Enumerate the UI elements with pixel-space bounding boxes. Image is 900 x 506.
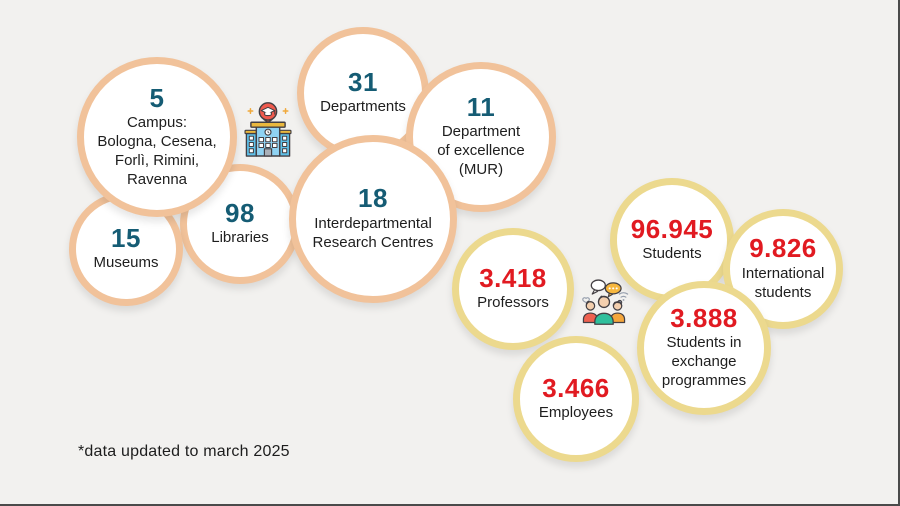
stat-label: Students (642, 245, 702, 263)
stat-value: 98 (225, 197, 255, 228)
stat-value: 3.466 (542, 372, 610, 403)
stat-value: 31 (348, 66, 378, 97)
stat-label: Interdepartmental Research Centres (312, 214, 434, 251)
students-group-icon (576, 277, 632, 333)
university-building-icon (241, 99, 295, 159)
stat-label: Employees (538, 404, 614, 422)
stat-value: 3.418 (479, 262, 547, 293)
stat-value: 15 (111, 222, 141, 253)
data-updated-note: *data updated to march 2025 (78, 443, 290, 460)
stat-circle-professors: 3.418 Professors (452, 228, 574, 350)
stat-label: Students in exchange programmes (661, 334, 747, 390)
stat-circle-exchange-students: 3.888 Students in exchange programmes (637, 281, 771, 415)
stat-value: 11 (466, 92, 496, 123)
stat-label: Department of excellence (MUR) (437, 123, 525, 179)
stat-label: Campus: Bologna, Cesena, Forlì, Rimini, … (97, 113, 217, 188)
stat-label: Departments (320, 98, 406, 116)
stat-value: 5 (149, 82, 165, 113)
stat-value: 18 (358, 183, 388, 214)
stat-circle-employees: 3.466 Employees (513, 336, 639, 462)
stat-circle-campuses: 5 Campus: Bologna, Cesena, Forlì, Rimini… (77, 57, 237, 217)
stat-value: 9.826 (749, 233, 817, 264)
stat-circle-research-centres: 18 Interdepartmental Research Centres (289, 135, 457, 303)
stat-label: International students (741, 264, 825, 301)
stat-value: 3.888 (670, 303, 738, 334)
stat-label: Libraries (211, 229, 269, 247)
stat-label: Museums (93, 254, 159, 272)
stat-value: 96.945 (630, 213, 714, 244)
stat-label: Professors (477, 294, 549, 312)
stat-circle-international-students: 9.826 International students (723, 209, 843, 329)
